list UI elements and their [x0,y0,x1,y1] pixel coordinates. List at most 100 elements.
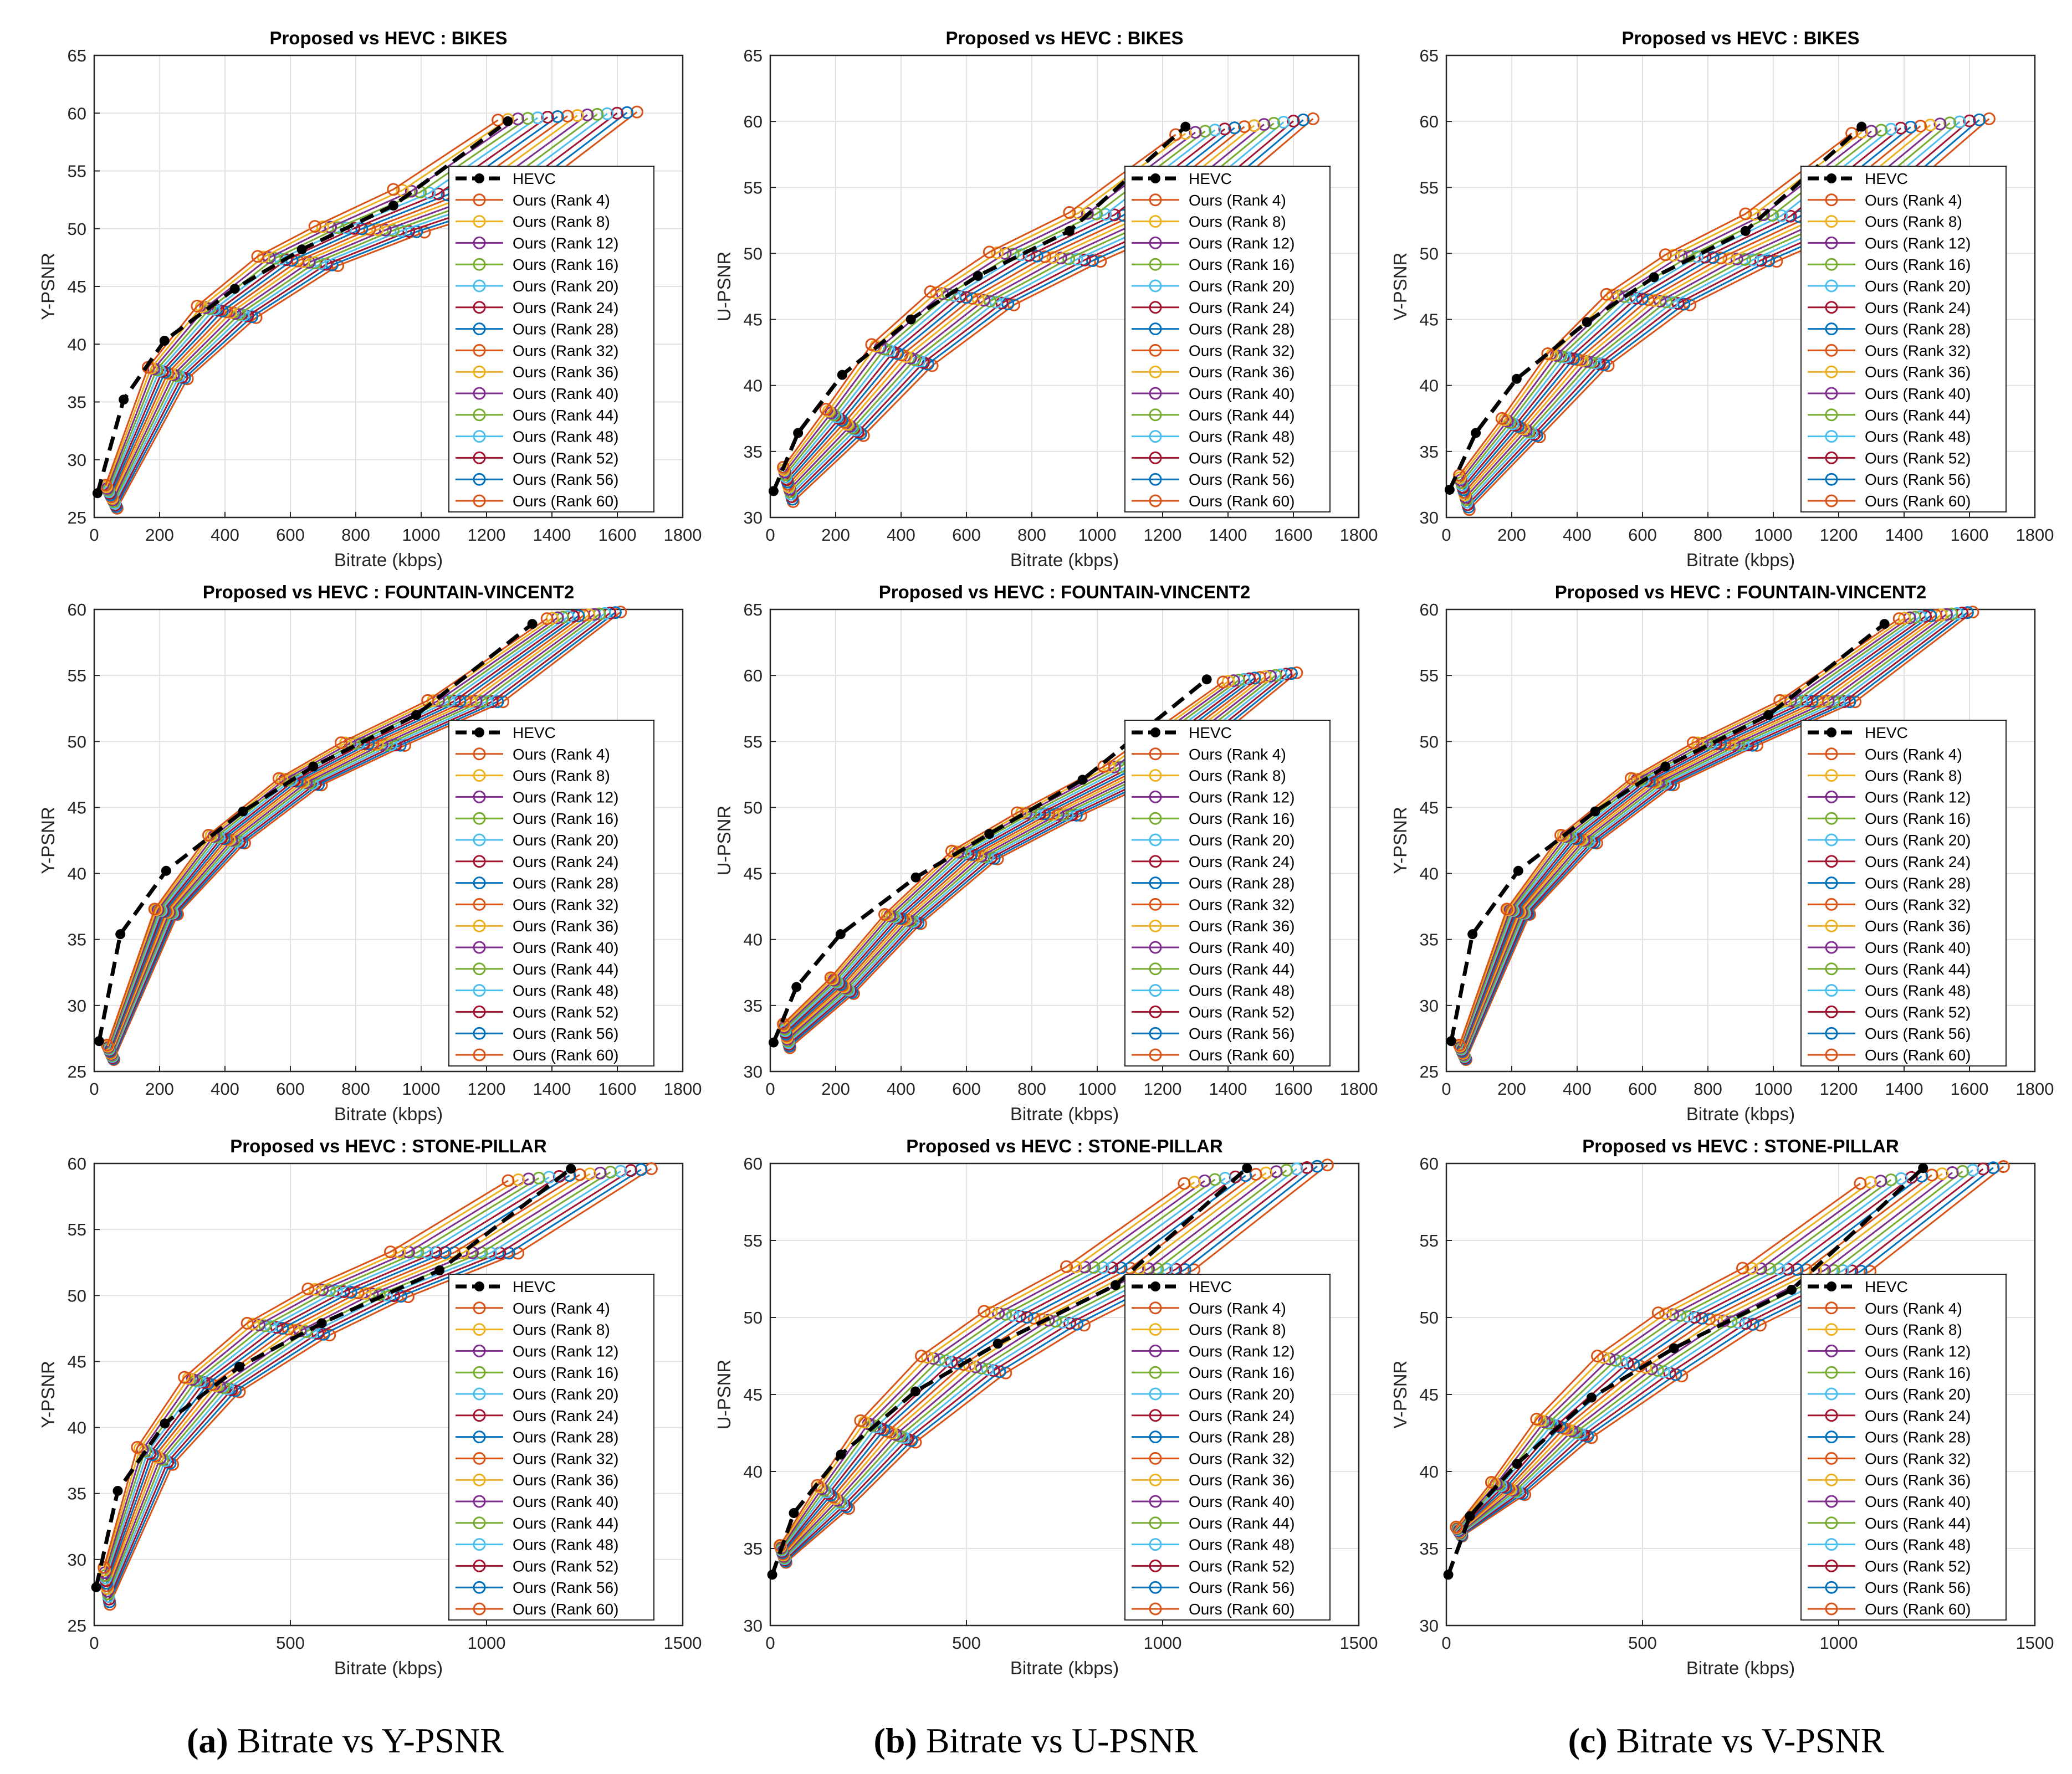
legend-label: Ours (Rank 20) [513,1386,618,1403]
y-axis-label: Y-PSNR [38,1361,58,1428]
legend-marker [1149,1387,1162,1401]
legend-marker [1149,812,1162,825]
data-point [1702,1312,1716,1326]
axes-box [769,1162,1360,1627]
legend-label: Ours (Rank 56) [1189,471,1295,488]
legend-label: Ours (Rank 8) [513,1321,610,1339]
legend-label: HEVC [513,724,556,741]
data-point [1641,293,1655,306]
legend-label: HEVC [1189,170,1232,187]
chart-panel-9: 0 500 1000 1500 30 35 40 45 50 55 60 Proposed vs HE… [1390,1136,2054,1678]
caption-a-text: Bitrate vs Y-PSNR [237,1721,504,1760]
legend-label: Ours (Rank 44) [1865,407,1971,424]
y-tick-label: 30 [68,1550,86,1570]
legend-marker [473,833,486,847]
data-point [1038,250,1052,263]
series-line [1459,132,1853,476]
y-tick-label: 60 [1420,600,1439,619]
y-tick-label: 45 [1420,798,1439,817]
legend-label: Ours (Rank 16) [1865,1364,1971,1381]
legend-label: Ours (Rank 52) [1865,1003,1971,1021]
data-point [1069,1260,1082,1274]
y-tick-label: 55 [1420,178,1439,197]
legend: HEVC Ours (Rank 4) Ours (Rank 8) Ours (Rank… [1800,720,2007,1067]
x-tick-label: 800 [1017,1079,1046,1099]
legend-marker [473,1387,486,1401]
legend-label: Ours (Rank 56) [513,1579,618,1596]
hevc-point [296,244,307,255]
y-tick-label: 45 [1420,1385,1439,1404]
data-point [1199,125,1212,138]
data-point [1963,114,1976,127]
legend-marker [1825,1387,1838,1401]
data-point [282,1322,295,1336]
legend-marker [1149,1495,1162,1508]
legend-marker [1825,1005,1838,1018]
data-point [1682,249,1696,263]
data-point [1854,1177,1867,1190]
hevc-point [434,1265,445,1276]
data-point [1754,254,1767,267]
legend-marker [1149,898,1162,911]
legend-marker [1825,876,1838,890]
legend-marker [473,1431,486,1444]
data-point [915,1350,928,1362]
legend-marker [1149,769,1162,782]
legend-label: Ours (Rank 20) [513,832,618,849]
hevc-point [229,284,240,294]
legend-label: Ours (Rank 36) [1189,1472,1295,1489]
legend-marker [473,984,486,997]
legend-label: Ours (Rank 32) [513,342,618,359]
data-point [1757,208,1770,222]
hevc-point [160,1418,170,1429]
legend-label: Ours (Rank 28) [1189,1429,1295,1446]
hevc-point [1201,674,1212,685]
legend-marker [1150,1281,1160,1291]
legend-label: Ours (Rank 48) [513,428,618,445]
data-point [1763,1262,1777,1275]
x-tick-label: 1400 [533,525,571,545]
data-point [395,1290,408,1303]
legend-marker [473,1495,486,1508]
y-tick-label: 25 [68,1062,86,1081]
data-point [1914,119,1927,132]
legend-label: Ours (Rank 8) [1865,213,1962,230]
legend-label: Ours (Rank 40) [1865,1493,1971,1510]
x-tick-label: 1800 [2016,525,2054,545]
legend-marker [1149,747,1162,761]
x-axis-label: Bitrate (kbps) [334,550,443,570]
data-point [1624,772,1638,785]
x-tick-label: 0 [89,1633,99,1653]
data-point [601,107,614,120]
chart-title: Proposed vs HEVC : BIKES [945,28,1183,48]
x-tick-label: 1600 [1951,525,1989,545]
legend-marker [473,855,486,868]
y-tick-label: 60 [744,112,763,131]
legend-marker [1150,727,1160,737]
x-tick-label: 600 [276,1079,305,1099]
data-point [989,295,1002,309]
legend-marker [1149,215,1162,228]
legend-marker [1825,494,1838,507]
legend-label: Ours (Rank 20) [1189,1386,1295,1403]
legend-marker [1827,173,1836,183]
legend-marker [1825,1538,1838,1551]
series-rank-4 [98,1174,515,1574]
legend-marker [1149,1473,1162,1486]
legend-marker [1825,1323,1838,1336]
x-tick-label: 0 [89,525,99,545]
legend-marker [1825,1516,1838,1530]
legend-label: Ours (Rank 16) [1189,810,1295,827]
hevc-point [92,488,103,499]
hevc-point [234,1361,244,1372]
x-tick-label: 1800 [2016,1079,2054,1099]
chart-title: Proposed vs HEVC : BIKES [269,28,507,48]
legend-marker [1825,790,1838,803]
legend-label: Ours (Rank 20) [1865,1386,1971,1403]
legend-marker [473,1473,486,1486]
caption-b-text: Bitrate vs U-PSNR [925,1721,1198,1760]
hevc-point [1669,1343,1679,1353]
data-point [1706,251,1720,264]
data-point [1736,1262,1749,1275]
legend-marker [1825,1301,1838,1315]
